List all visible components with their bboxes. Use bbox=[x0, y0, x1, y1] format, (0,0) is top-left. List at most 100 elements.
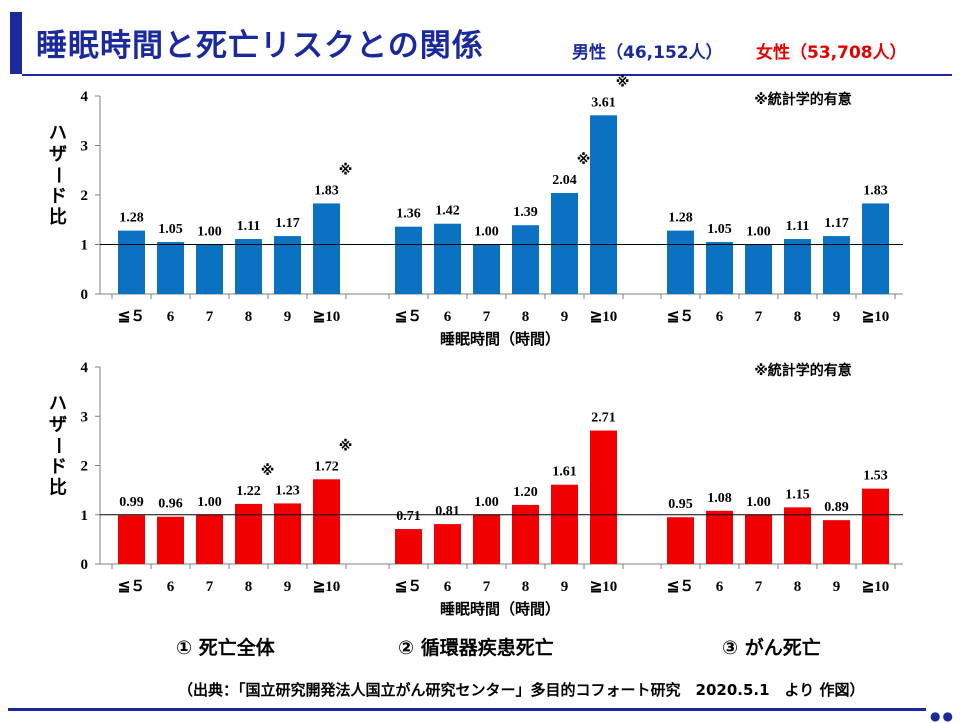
bar bbox=[235, 503, 262, 564]
significance-mark: ※ bbox=[616, 74, 630, 90]
footer-divider bbox=[8, 708, 926, 711]
x-tick-label: 9 bbox=[284, 309, 292, 325]
data-label: 1.83 bbox=[863, 183, 888, 198]
y-axis-label: ド bbox=[49, 186, 67, 207]
bar bbox=[118, 515, 145, 564]
bar bbox=[118, 230, 145, 294]
legend-male: 男性（46,152人） bbox=[572, 43, 723, 63]
data-label: 1.28 bbox=[119, 211, 144, 226]
bar bbox=[395, 529, 422, 564]
x-tick-label: ≦５ bbox=[118, 309, 146, 325]
data-label: 2.71 bbox=[591, 411, 616, 426]
y-axis-label: ザ bbox=[49, 144, 67, 165]
bar bbox=[784, 239, 811, 294]
bar bbox=[313, 479, 340, 564]
y-axis-label: 比 bbox=[49, 478, 67, 499]
data-label: 1.17 bbox=[275, 216, 300, 231]
x-tick-label: 6 bbox=[167, 579, 175, 595]
x-tick-label: 6 bbox=[716, 579, 724, 595]
y-axis-label: 比 bbox=[49, 207, 67, 228]
x-tick-label: 7 bbox=[483, 579, 491, 595]
x-tick-label: 7 bbox=[483, 309, 491, 325]
data-label: 1.15 bbox=[785, 487, 810, 502]
y-axis-label: ハ bbox=[49, 123, 67, 144]
bar bbox=[667, 517, 694, 564]
y-axis-label: ド bbox=[49, 457, 67, 478]
data-label: 1.42 bbox=[435, 204, 460, 219]
data-label: 1.00 bbox=[474, 495, 499, 510]
data-label: 1.05 bbox=[707, 222, 732, 237]
x-tick-label: 8 bbox=[794, 309, 802, 325]
x-axis-label: 睡眠時間（時間） bbox=[440, 600, 560, 618]
bar bbox=[473, 244, 500, 294]
data-label: 1.83 bbox=[314, 183, 339, 198]
bar bbox=[590, 430, 617, 564]
x-tick-label: ≧10 bbox=[862, 579, 890, 595]
x-tick-label: ≧10 bbox=[590, 579, 618, 595]
significance-note: ※統計学的有意 bbox=[754, 362, 852, 379]
x-tick-label: ≦５ bbox=[395, 579, 423, 595]
data-label: 0.81 bbox=[435, 504, 460, 519]
y-tick-label: 2 bbox=[81, 188, 89, 204]
x-axis-label: 睡眠時間（時間） bbox=[440, 330, 560, 348]
bar bbox=[434, 524, 461, 564]
data-label: 1.53 bbox=[863, 469, 888, 484]
bar bbox=[823, 236, 850, 294]
bar bbox=[745, 244, 772, 294]
y-tick-label: 4 bbox=[81, 360, 89, 376]
y-tick-label: 2 bbox=[81, 459, 89, 475]
x-tick-label: 8 bbox=[522, 579, 530, 595]
source-note: （出典：「国立研究開発法人国立がん研究センター」多目的コフォート研究 2020.… bbox=[178, 681, 865, 699]
data-label: 1.00 bbox=[746, 225, 771, 240]
data-label: 1.22 bbox=[236, 484, 261, 499]
y-axis-label: ザ bbox=[49, 415, 67, 436]
x-tick-label: 6 bbox=[167, 309, 175, 325]
data-label: 1.28 bbox=[668, 211, 693, 226]
data-label: 0.89 bbox=[824, 500, 849, 515]
group-title-all-cause: ① 死亡全体 bbox=[176, 637, 275, 659]
x-tick-label: 7 bbox=[755, 309, 763, 325]
x-tick-label: 7 bbox=[755, 579, 763, 595]
bar bbox=[196, 244, 223, 294]
bar bbox=[196, 514, 223, 564]
data-label: 1.72 bbox=[314, 459, 339, 474]
bar bbox=[434, 223, 461, 294]
data-label: 1.11 bbox=[237, 219, 261, 234]
bar bbox=[274, 236, 301, 294]
x-tick-label: 9 bbox=[833, 309, 841, 325]
x-tick-label: ≧10 bbox=[313, 309, 341, 325]
x-tick-label: 7 bbox=[206, 579, 214, 595]
significance-mark: ※ bbox=[261, 463, 275, 479]
title-divider bbox=[22, 74, 952, 76]
x-tick-label: 8 bbox=[794, 579, 802, 595]
bar bbox=[667, 230, 694, 294]
bar bbox=[706, 242, 733, 294]
y-tick-label: 3 bbox=[81, 409, 89, 425]
y-tick-label: 1 bbox=[81, 238, 89, 254]
bar bbox=[274, 503, 301, 564]
bar bbox=[157, 516, 184, 564]
page-title: 睡眠時間と死亡リスクとの関係 bbox=[36, 28, 484, 64]
data-label: 1.17 bbox=[824, 216, 849, 231]
y-tick-label: 0 bbox=[81, 287, 89, 303]
bar bbox=[706, 510, 733, 564]
significance-mark: ※ bbox=[339, 438, 353, 454]
data-label: 1.23 bbox=[275, 483, 300, 498]
data-label: 1.08 bbox=[707, 491, 732, 506]
data-label: 0.95 bbox=[668, 497, 693, 512]
bar bbox=[862, 203, 889, 294]
bar bbox=[395, 226, 422, 294]
x-tick-label: ≧10 bbox=[590, 309, 618, 325]
x-tick-label: ≧10 bbox=[313, 579, 341, 595]
x-tick-label: ≦５ bbox=[667, 579, 695, 595]
x-tick-label: ≦５ bbox=[667, 309, 695, 325]
bar bbox=[784, 507, 811, 564]
y-tick-label: 0 bbox=[81, 557, 89, 573]
x-tick-label: 9 bbox=[284, 579, 292, 595]
y-axis-label: ー bbox=[47, 437, 68, 455]
data-label: 0.71 bbox=[396, 509, 421, 524]
data-label: 0.96 bbox=[158, 497, 183, 512]
significance-note: ※統計学的有意 bbox=[754, 91, 852, 108]
group-title-cancer: ③ がん死亡 bbox=[722, 637, 821, 659]
data-label: 0.99 bbox=[119, 495, 144, 510]
